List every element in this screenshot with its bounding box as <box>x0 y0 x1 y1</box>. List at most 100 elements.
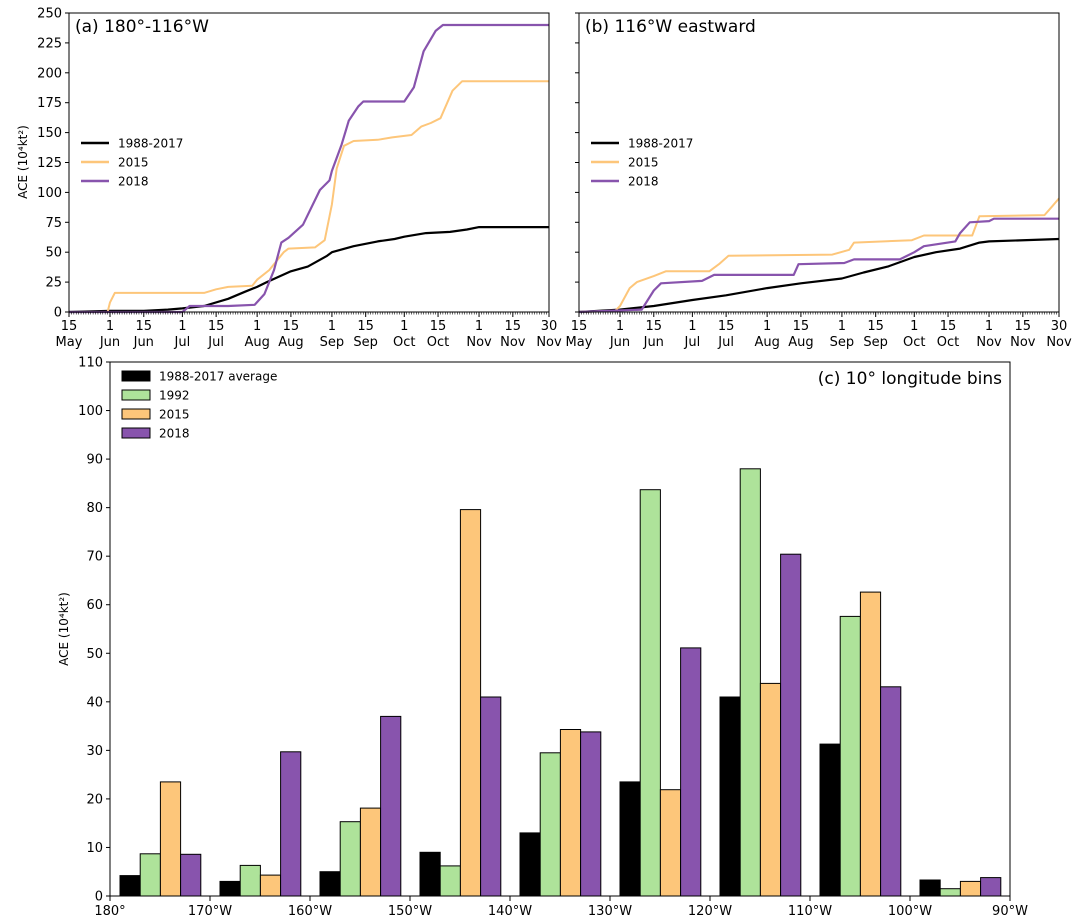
x-tick-day: 15 <box>430 319 447 334</box>
bar-2015-120°-110°W <box>759 682 782 897</box>
x-tick-month: Sep <box>863 335 888 350</box>
x-tick-month: Jun <box>99 335 120 350</box>
bar-1988-2017 average-150°-140°W <box>419 851 441 897</box>
y-tick-label: 200 <box>37 66 62 81</box>
x-tick-label: 180° <box>94 904 125 917</box>
x-tick-day: 15 <box>505 319 522 334</box>
bar-1988-2017 average-140°-130°W <box>519 832 541 897</box>
panel-title: (a) 180°-116°W <box>75 17 209 37</box>
y-tick-label: 50 <box>86 647 103 662</box>
bar-2018-110°-100°W <box>880 686 902 897</box>
x-tick-month: Sep <box>353 335 378 350</box>
y-tick-label: 75 <box>45 216 62 231</box>
x-tick-day: 15 <box>867 319 884 334</box>
panel-b: 15May1Jun15Jun1Jul15Jul1Aug15Aug1Sep15Se… <box>566 12 1072 350</box>
y-axis-label: ACE (10⁴kt²) <box>16 125 30 199</box>
x-tick-day: 1 <box>616 319 624 334</box>
bar-2015-160°-150°W <box>359 807 382 897</box>
x-tick-label: 100°W <box>888 904 932 917</box>
x-tick-label: 160°W <box>288 904 332 917</box>
bar-1988-2017 average-110°-100°W <box>819 743 841 897</box>
bar-1988-2017 average-130°-120°W <box>619 781 641 897</box>
y-tick-label: 0 <box>95 890 103 905</box>
bar-1992-180°-170°W <box>139 853 161 897</box>
y-tick-label: 110 <box>78 356 103 371</box>
panel-c: 0 10 20 30 40 50 60 70 80 90 100 110 180° 170°W 160°W 1… <box>57 356 1028 917</box>
y-tick-label: 40 <box>86 695 103 710</box>
bar-2015-170°-160°W <box>259 874 282 897</box>
y-tick-label: 30 <box>86 744 103 759</box>
x-tick-day: 1 <box>688 319 696 334</box>
x-tick-month: Oct <box>937 335 959 350</box>
y-axis-label: ACE (10⁴kt²) <box>57 592 71 666</box>
panel-title: (c) 10° longitude bins <box>818 369 1002 389</box>
bar-1988-2017 average-120°-110°W <box>719 696 741 897</box>
x-tick-month: May <box>56 335 83 350</box>
x-tick-day: 1 <box>328 319 336 334</box>
bar-2018-180°-170°W <box>180 853 202 897</box>
x-tick-label: 140°W <box>488 904 532 917</box>
x-tick-month: Sep <box>830 335 855 350</box>
x-tick-day: 15 <box>940 319 957 334</box>
legend-label: 1988-2017 average <box>159 370 277 384</box>
x-tick-label: 150°W <box>388 904 432 917</box>
x-tick-month: Aug <box>278 335 303 350</box>
x-tick-day: 1 <box>253 319 261 334</box>
bar-2018-120°-110°W <box>780 553 802 897</box>
bar-2018-150°-140°W <box>480 696 502 897</box>
x-tick-day: 15 <box>136 319 153 334</box>
legend-label: 2015 <box>159 408 190 422</box>
x-tick-day: 15 <box>283 319 300 334</box>
bar-1988-2017 average-160°-150°W <box>319 871 341 897</box>
x-tick-month: Jun <box>133 335 154 350</box>
legend-swatch <box>121 370 151 382</box>
x-tick-day: 15 <box>1015 319 1032 334</box>
x-tick-day: 1 <box>910 319 918 334</box>
bar-2015-180°-170°W <box>159 781 182 897</box>
x-tick-label: 130°W <box>588 904 632 917</box>
x-tick-day: 1 <box>838 319 846 334</box>
legend-label: 2015 <box>628 156 659 170</box>
series-line-2015 <box>69 80 549 313</box>
x-tick-day: 1 <box>763 319 771 334</box>
x-tick-month: Oct <box>393 335 415 350</box>
bar-2018-160°-150°W <box>380 715 402 897</box>
x-tick-month: Nov <box>466 335 492 350</box>
x-tick-month: Nov <box>500 335 526 350</box>
bar-1988-2017 average-170°-160°W <box>219 880 241 897</box>
x-tick-day: 15 <box>571 319 588 334</box>
y-tick-label: 90 <box>86 453 103 468</box>
y-tick-label: 50 <box>45 246 62 261</box>
x-tick-month: Nov <box>536 335 562 350</box>
bar-1988-2017 average-180°-170°W <box>119 875 141 897</box>
bar-1992-160°-150°W <box>339 821 361 897</box>
x-tick-month: Oct <box>903 335 925 350</box>
bar-2018-170°-160°W <box>280 751 302 897</box>
legend-label: 1988-2017 <box>628 137 693 151</box>
x-tick-day: 15 <box>357 319 374 334</box>
y-tick-label: 20 <box>86 792 103 807</box>
x-tick-month: Aug <box>244 335 269 350</box>
series-line-2015 <box>578 197 1060 313</box>
y-tick-label: 60 <box>86 598 103 613</box>
series-line-2018 <box>578 217 1059 314</box>
series-line-1988-2017 <box>578 237 1060 314</box>
legend-swatch <box>121 427 151 439</box>
x-tick-day: 1 <box>106 319 114 334</box>
x-tick-label: 110°W <box>788 904 832 917</box>
legend-label: 2018 <box>159 427 190 441</box>
x-tick-month: Jul <box>207 335 224 350</box>
bar-1992-170°-160°W <box>239 864 261 897</box>
legend-label: 1988-2017 <box>118 137 183 151</box>
x-tick-day: 15 <box>718 319 735 334</box>
y-tick-label: 80 <box>86 501 103 516</box>
bar-1992-120°-110°W <box>739 468 761 897</box>
series-line-2018 <box>69 23 549 314</box>
bar-1992-140°-130°W <box>539 752 561 897</box>
y-tick-label: 10 <box>86 841 103 856</box>
legend-swatch <box>121 389 151 401</box>
bar-1992-150°-140°W <box>439 865 461 897</box>
bar-1992-130°-120°W <box>639 489 661 897</box>
y-tick-label: 100 <box>78 404 103 419</box>
y-tick-label: 100 <box>37 186 62 201</box>
